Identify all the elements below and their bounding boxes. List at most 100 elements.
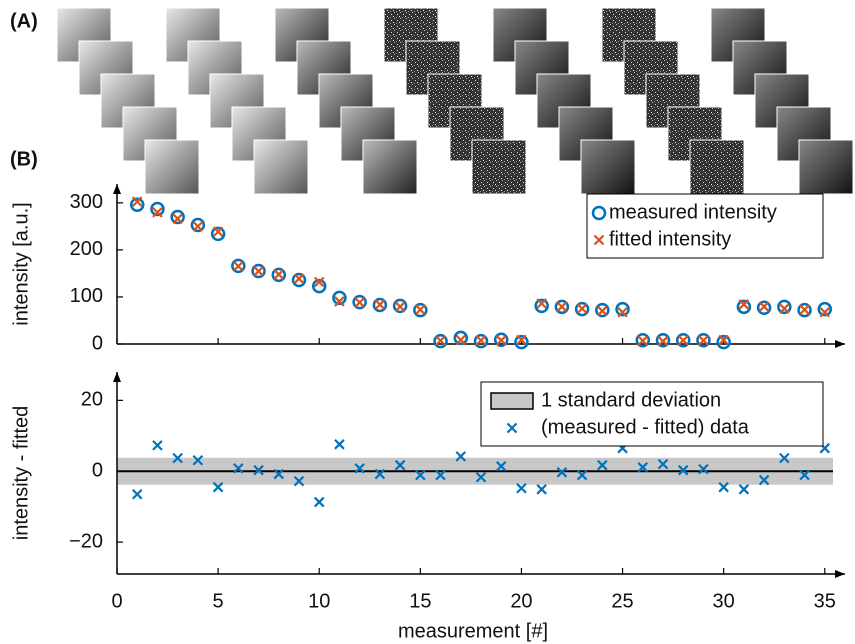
y-tick-label: 200	[70, 238, 103, 260]
marker-x	[758, 301, 770, 312]
image-tile	[798, 139, 854, 195]
legend-label: 1 standard deviation	[541, 389, 721, 411]
marker-x	[516, 482, 527, 494]
marker-x	[698, 335, 709, 346]
marker-x	[779, 303, 790, 314]
marker-x	[192, 454, 204, 466]
marker-circle	[311, 278, 327, 294]
marker-circle	[433, 333, 448, 349]
image-tile	[689, 139, 745, 195]
x-axis-arrow	[835, 570, 845, 578]
y-tick-label: 300	[70, 191, 103, 213]
marker-x	[576, 303, 588, 314]
marker-circle	[595, 302, 610, 318]
marker-x	[273, 468, 285, 480]
legend-box	[480, 381, 824, 447]
marker-circle	[352, 294, 367, 310]
x-tick-label: 10	[308, 590, 330, 612]
marker-x	[819, 306, 831, 318]
marker-x	[233, 260, 244, 272]
marker-x	[435, 469, 446, 481]
marker-x	[334, 296, 345, 307]
marker-x	[253, 464, 264, 476]
marker-circle	[534, 298, 549, 314]
marker-circle	[736, 299, 752, 315]
marker-x	[779, 452, 790, 464]
marker-circle	[554, 299, 570, 315]
marker-circle	[716, 334, 731, 350]
x-axis-arrow	[835, 340, 845, 348]
marker-circle	[271, 267, 287, 283]
marker-x	[253, 265, 264, 277]
marker-circle	[413, 302, 428, 318]
y-tick-label: 100	[70, 285, 103, 307]
marker-circle	[635, 332, 651, 348]
marker-x	[637, 462, 649, 473]
marker-x	[698, 463, 709, 475]
marker-x	[556, 301, 568, 312]
image-tile	[144, 139, 200, 195]
marker-x	[718, 334, 729, 346]
marker-circle	[817, 301, 833, 317]
marker-x	[293, 273, 305, 284]
marker-x	[415, 469, 426, 481]
marker-x	[394, 301, 406, 312]
marker-x	[495, 335, 507, 346]
marker-circle	[210, 226, 226, 242]
y-axis-arrow	[113, 372, 121, 382]
marker-circle	[251, 263, 266, 279]
marker-circle	[372, 297, 388, 313]
marker-x	[435, 335, 446, 346]
marker-circle	[493, 332, 509, 348]
marker-x	[172, 452, 183, 464]
legend-label: (measured - fitted) data	[541, 416, 750, 438]
marker-circle	[392, 298, 408, 314]
x-tick-label: 5	[213, 590, 224, 612]
marker-x	[718, 481, 729, 493]
marker-circle	[129, 197, 145, 212]
y-tick-label: 0	[92, 332, 103, 354]
marker-x	[374, 299, 386, 310]
marker-circle	[777, 299, 792, 315]
marker-x	[799, 304, 810, 315]
legend-marker	[591, 205, 607, 221]
panel-label: (B)	[10, 148, 38, 170]
marker-x	[758, 474, 770, 486]
marker-circle	[473, 333, 489, 349]
image-stacks	[56, 7, 854, 195]
marker-x	[657, 458, 669, 470]
x-tick-label: 20	[510, 590, 532, 612]
image-tile	[362, 139, 418, 195]
marker-circle	[696, 332, 711, 348]
marker-x	[131, 488, 143, 500]
legend-label: measured intensity	[609, 201, 777, 223]
marker-x	[738, 299, 750, 310]
marker-circle	[150, 201, 165, 217]
legend-box	[586, 193, 824, 259]
marker-x	[475, 471, 487, 483]
marker-circle	[453, 330, 469, 346]
x-tick-label: 0	[111, 590, 122, 612]
y-tick-label: −20	[69, 530, 103, 552]
marker-x	[576, 469, 588, 481]
y-axis-arrow	[113, 184, 121, 194]
marker-x	[556, 467, 568, 478]
marker-x	[657, 335, 669, 347]
marker-x	[212, 481, 224, 493]
marker-circle	[332, 290, 347, 306]
y-tick-label: 20	[81, 389, 103, 411]
legend-marker	[506, 422, 518, 434]
marker-circle	[615, 301, 630, 317]
marker-circle	[797, 302, 812, 318]
marker-x	[394, 459, 406, 471]
marker-x	[455, 334, 467, 346]
marker-x	[455, 451, 467, 462]
marker-x	[273, 269, 285, 280]
marker-x	[354, 297, 365, 308]
marker-x	[152, 207, 163, 218]
marker-x	[313, 276, 325, 288]
marker-x	[738, 484, 750, 495]
marker-x	[172, 213, 183, 224]
